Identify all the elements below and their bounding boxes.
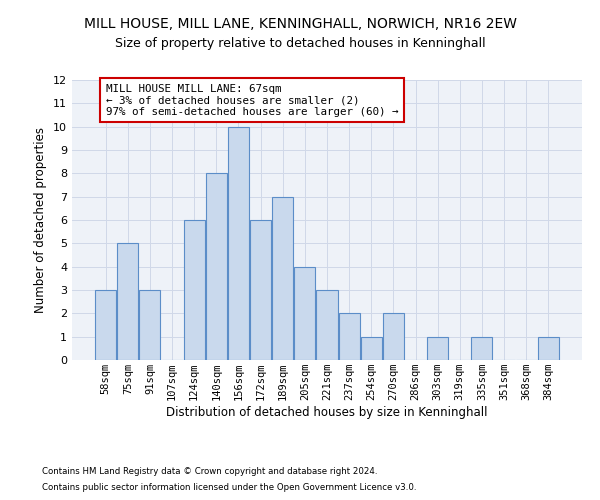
Bar (361, 336, 382, 360)
Bar (206, 174, 227, 360)
Bar (272, 196, 293, 360)
Bar (538, 336, 559, 360)
Text: Contains HM Land Registry data © Crown copyright and database right 2024.: Contains HM Land Registry data © Crown c… (42, 467, 377, 476)
Text: Contains public sector information licensed under the Open Government Licence v3: Contains public sector information licen… (42, 484, 416, 492)
Bar (184, 220, 205, 360)
Bar (139, 290, 160, 360)
Bar (118, 244, 139, 360)
Bar (383, 314, 404, 360)
Bar (338, 314, 359, 360)
Bar (316, 290, 338, 360)
Text: MILL HOUSE MILL LANE: 67sqm
← 3% of detached houses are smaller (2)
97% of semi-: MILL HOUSE MILL LANE: 67sqm ← 3% of deta… (106, 84, 398, 116)
Bar (427, 336, 448, 360)
Text: MILL HOUSE, MILL LANE, KENNINGHALL, NORWICH, NR16 2EW: MILL HOUSE, MILL LANE, KENNINGHALL, NORW… (83, 18, 517, 32)
Bar (95, 290, 116, 360)
Y-axis label: Number of detached properties: Number of detached properties (34, 127, 47, 313)
Bar (250, 220, 271, 360)
X-axis label: Distribution of detached houses by size in Kenninghall: Distribution of detached houses by size … (166, 406, 488, 419)
Bar (228, 126, 249, 360)
Text: Size of property relative to detached houses in Kenninghall: Size of property relative to detached ho… (115, 38, 485, 51)
Bar (472, 336, 493, 360)
Bar (295, 266, 316, 360)
